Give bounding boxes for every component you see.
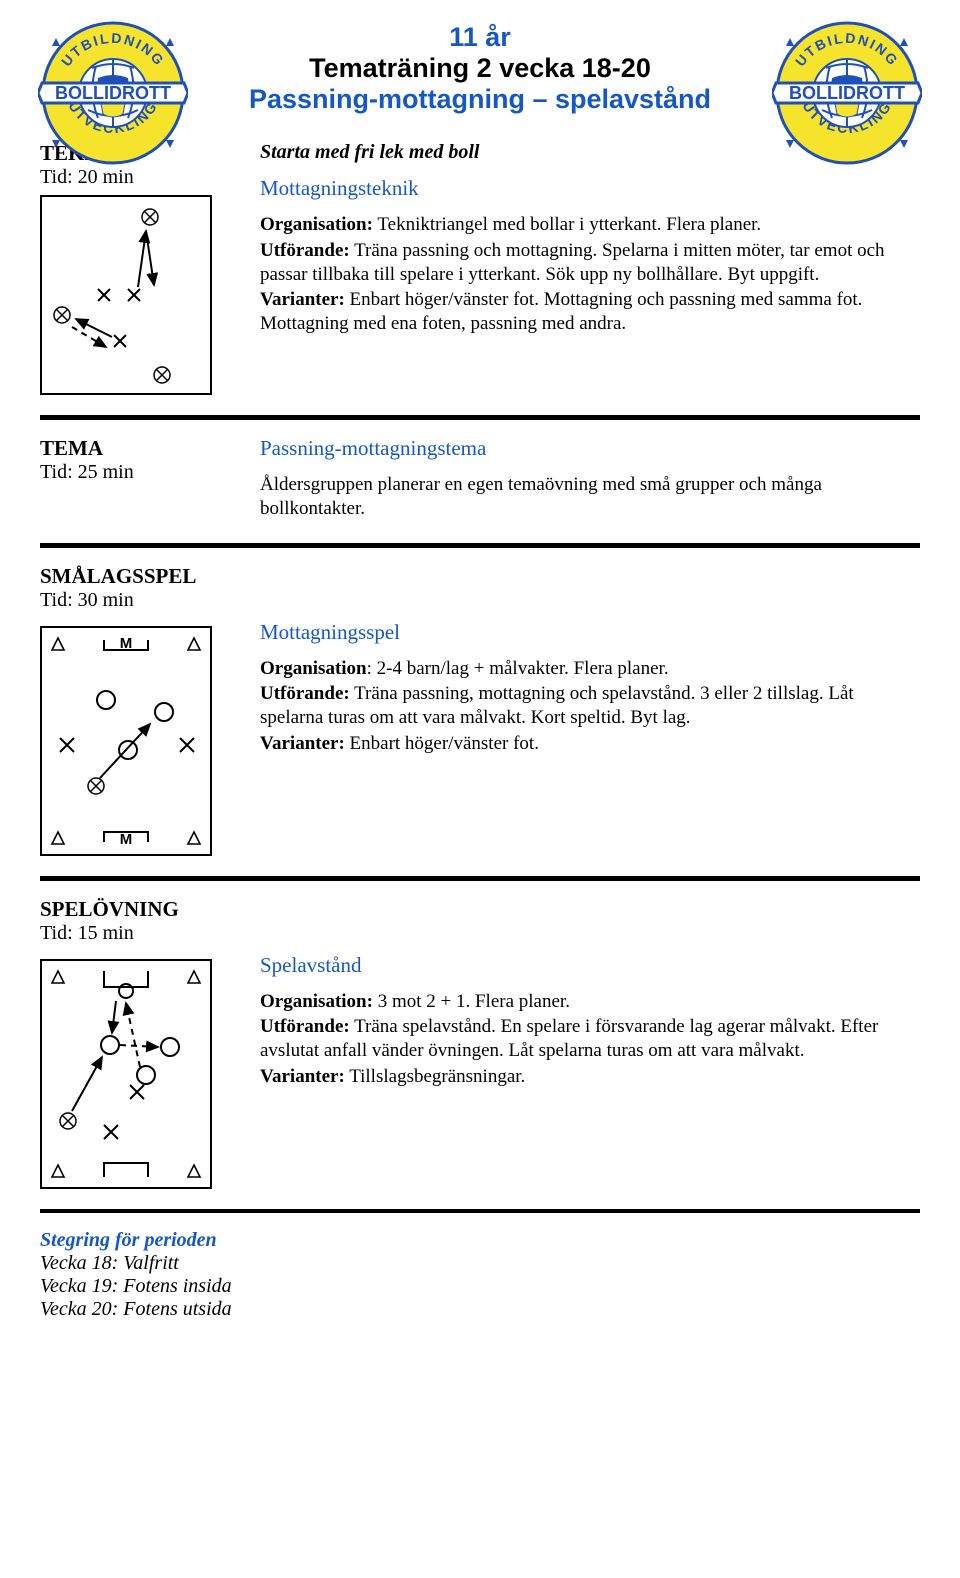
stegring-line-1: Vecka 18: Valfritt <box>40 1252 920 1275</box>
smalag-varianter: Varianter: Enbart höger/vänster fot. <box>260 732 920 756</box>
spelov-varianter: Varianter: Tillslagsbegränsningar. <box>260 1065 920 1089</box>
section-teknik: TEKNIK Tid: 20 min <box>40 141 920 395</box>
spelov-heading: SPELÖVNING <box>40 897 920 922</box>
logo-left: UTBILDNING UTVECKLING BOLLIDROTT <box>38 18 188 168</box>
section-smalagsspel: SMÅLAGSSPEL Tid: 30 min M <box>40 564 920 856</box>
stegring-title: Stegring för perioden <box>40 1229 920 1252</box>
divider <box>40 543 920 548</box>
divider <box>40 1209 920 1213</box>
smalag-utforande: Utförande: Träna passning, mottagning oc… <box>260 682 920 730</box>
section-tema: TEMA Tid: 25 min Passning-mottagningstem… <box>40 436 920 523</box>
divider <box>40 876 920 881</box>
teknik-utforande: Utförande: Träna passning och mottagning… <box>260 239 920 287</box>
divider <box>40 415 920 420</box>
tema-time: Tid: 25 min <box>40 461 260 484</box>
teknik-subheading: Mottagningsteknik <box>260 176 920 201</box>
smalag-heading: SMÅLAGSSPEL <box>40 564 920 589</box>
tema-heading: TEMA <box>40 436 260 461</box>
svg-text:BOLLIDROTT: BOLLIDROTT <box>55 83 171 103</box>
smalag-time: Tid: 30 min <box>40 589 920 612</box>
svg-text:BOLLIDROTT: BOLLIDROTT <box>789 83 905 103</box>
spelov-organisation: Organisation: 3 mot 2 + 1. Flera planer. <box>260 990 920 1014</box>
stegring-line-3: Vecka 20: Fotens utsida <box>40 1298 920 1321</box>
svg-text:M: M <box>120 831 133 848</box>
stegring-block: Stegring för perioden Vecka 18: Valfritt… <box>40 1229 920 1321</box>
logo-right: UTBILDNING UTVECKLING BOLLIDROTT <box>772 18 922 168</box>
teknik-organisation: Organisation: Tekniktriangel med bollar … <box>260 213 920 237</box>
page-header: UTBILDNING UTVECKLING BOLLIDROTT 11 år T… <box>40 18 920 125</box>
svg-text:M: M <box>120 635 133 652</box>
section-spelovning: SPELÖVNING Tid: 15 min <box>40 897 920 1189</box>
teknik-diagram <box>40 195 212 395</box>
tema-subheading: Passning-mottagningstema <box>260 436 920 461</box>
spelov-utforande: Utförande: Träna spelavstånd. En spelare… <box>260 1015 920 1063</box>
stegring-line-2: Vecka 19: Fotens insida <box>40 1275 920 1298</box>
smalag-subheading: Mottagningsspel <box>260 620 920 645</box>
spelov-time: Tid: 15 min <box>40 922 920 945</box>
spelov-subheading: Spelavstånd <box>260 953 920 978</box>
smalag-diagram: M M <box>40 626 212 856</box>
tema-body: Åldersgruppen planerar en egen temaövnin… <box>260 473 920 521</box>
teknik-varianter: Varianter: Enbart höger/vänster fot. Mot… <box>260 288 920 336</box>
teknik-time: Tid: 20 min <box>40 166 260 189</box>
smalag-organisation: Organisation: 2-4 barn/lag + målvakter. … <box>260 657 920 681</box>
spelov-diagram <box>40 959 212 1189</box>
